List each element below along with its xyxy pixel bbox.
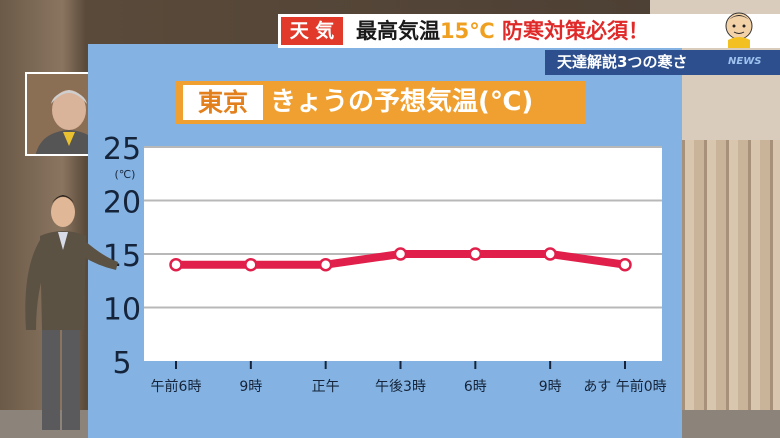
data-point	[618, 257, 632, 272]
x-tick-label: 正午	[312, 379, 340, 395]
banner-weather-tag: 天 気	[281, 17, 343, 45]
y-tick-label: 20	[103, 186, 141, 221]
sub-banner-text: 天達解説3つの寒さ	[557, 53, 688, 71]
x-tick-label: 午前6時	[151, 378, 202, 395]
data-point	[244, 257, 258, 272]
news-logo: NEWS	[728, 56, 762, 67]
data-point	[393, 247, 408, 261]
sub-banner	[545, 50, 780, 75]
headline-banner	[278, 14, 780, 48]
presenter-figure	[25, 195, 118, 430]
data-point	[169, 257, 183, 272]
banner-headline-temp: 15℃	[440, 19, 495, 43]
data-point	[543, 247, 557, 261]
x-tick-label: 9時	[539, 379, 562, 395]
data-point	[318, 257, 333, 272]
x-tick-label: 6時	[464, 379, 487, 395]
x-tick-label: 9時	[239, 379, 262, 395]
x-tick-label: 午後3時	[375, 379, 426, 395]
chart-city-label: 東京	[183, 85, 263, 120]
x-tick-label: あす 午前0時	[583, 378, 666, 395]
chart-title: きょうの予想気温(℃)	[270, 87, 534, 117]
banner-headline-pre: 最高気温	[356, 19, 440, 43]
y-tick-label: 10	[103, 293, 141, 328]
data-point	[468, 247, 483, 261]
y-tick-label: 5	[112, 346, 131, 381]
banner-headline-post: 防寒対策必須！	[501, 19, 649, 43]
banner-headline: 最高気温15℃ 防寒対策必須！	[356, 14, 649, 48]
y-unit-label: (℃)	[115, 168, 136, 181]
anchor-inset-window	[25, 72, 107, 156]
y-tick-label: 25	[103, 132, 141, 167]
mascot-icon	[725, 12, 753, 48]
